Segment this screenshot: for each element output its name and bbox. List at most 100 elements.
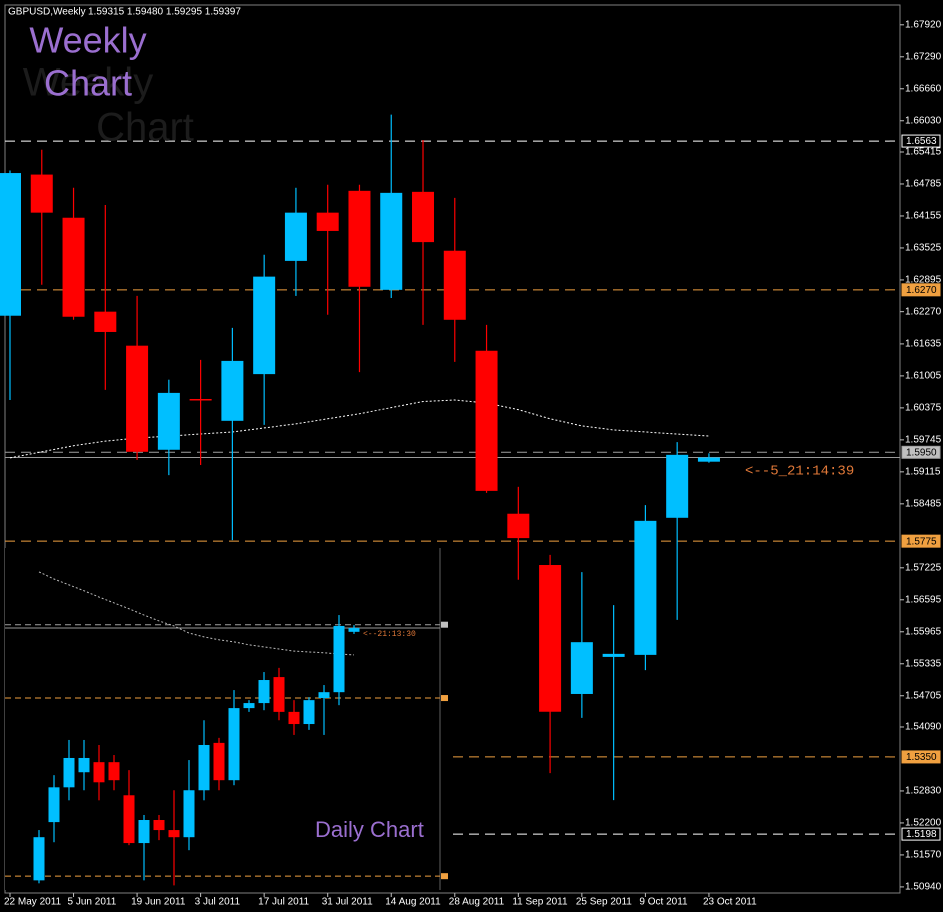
candle-body xyxy=(48,787,60,823)
y-tick-label: 1.61635 xyxy=(905,339,942,350)
watermark: Weekly xyxy=(23,61,153,105)
ohlc-text: 1.59315 1.59480 1.59295 1.59397 xyxy=(88,7,241,18)
candle-body xyxy=(228,708,240,781)
level-label: 1.5350 xyxy=(906,752,937,763)
inset-background xyxy=(5,548,448,890)
candle-body xyxy=(63,757,75,788)
candle-body xyxy=(108,762,120,781)
candle-body xyxy=(93,762,105,783)
y-tick-label: 1.61005 xyxy=(905,371,942,382)
weekly-marks xyxy=(0,24,904,888)
y-tick-label: 1.52830 xyxy=(905,786,942,797)
candle-body xyxy=(213,742,225,781)
candle-body xyxy=(157,392,180,450)
level-label-box xyxy=(901,445,941,459)
y-tick-label: 1.59115 xyxy=(905,466,941,477)
chart-label: Chart xyxy=(44,63,132,104)
candle-body xyxy=(153,820,165,831)
inset-marks xyxy=(5,571,448,886)
candle-body xyxy=(253,276,276,375)
candle-body xyxy=(183,790,195,838)
level-label-box xyxy=(901,534,941,548)
candle-body xyxy=(78,757,90,773)
y-tick-label: 1.54090 xyxy=(905,722,942,733)
y-tick-label: 1.51570 xyxy=(905,850,942,861)
x-tick-label: 5 Jun 2011 xyxy=(68,897,117,908)
candle-body xyxy=(348,628,360,632)
candle-body xyxy=(123,795,135,844)
plot-frame xyxy=(4,4,901,894)
y-tick-label: 1.56595 xyxy=(905,594,942,605)
candle-body xyxy=(273,677,285,712)
watermark: Chart xyxy=(96,106,194,150)
candle-body xyxy=(126,345,149,452)
candle-body xyxy=(33,837,45,881)
y-tick-label: 1.57225 xyxy=(905,562,942,573)
level-label: 1.5198 xyxy=(906,829,937,840)
candle-body xyxy=(189,398,212,401)
candle-body xyxy=(333,625,345,693)
level-label: 1.6563 xyxy=(906,136,937,147)
level-label: 1.5775 xyxy=(906,536,937,547)
x-tick-label: 9 Oct 2011 xyxy=(639,897,688,908)
candle-body xyxy=(288,711,300,725)
candle-body xyxy=(507,513,530,539)
candle-body xyxy=(412,191,435,243)
y-tick-label: 1.62270 xyxy=(905,306,942,317)
candle-body xyxy=(198,744,210,791)
x-tick-label: 14 Aug 2011 xyxy=(385,897,441,908)
candle-body xyxy=(138,820,150,844)
candle-body xyxy=(539,565,562,712)
y-tick-label: 1.58485 xyxy=(905,498,942,509)
y-tick-label: 1.67920 xyxy=(905,19,942,30)
x-tick-label: 19 Jun 2011 xyxy=(131,897,186,908)
x-tick-label: 22 May 2011 xyxy=(4,897,62,908)
moving-average xyxy=(38,571,355,656)
y-tick-label: 1.60375 xyxy=(905,403,942,414)
candle-body xyxy=(697,457,720,462)
y-tick-label: 1.64785 xyxy=(905,179,942,190)
level-label-box xyxy=(901,827,941,841)
y-tick-label: 1.59745 xyxy=(905,435,942,446)
y-tick-label: 1.52200 xyxy=(905,818,942,829)
candle-body xyxy=(284,212,307,261)
weekly-chart: Weekly Chart GBPUSD,Weekly 1.59315 1.594… xyxy=(0,7,904,888)
level-label-box xyxy=(901,283,941,297)
y-tick-label: 1.63525 xyxy=(905,243,942,254)
level-label-box xyxy=(441,873,448,880)
timer: <--21:13:30 xyxy=(363,630,416,639)
x-tick-label: 23 Oct 2011 xyxy=(703,897,757,908)
y-tick-label: 1.62895 xyxy=(905,275,942,286)
y-tick-label: 1.66660 xyxy=(905,83,942,94)
level-label: 1.5950 xyxy=(906,447,937,458)
candle-body xyxy=(168,830,180,838)
candle-body xyxy=(634,520,657,655)
candle-body xyxy=(62,217,85,317)
y-tick-label: 1.55335 xyxy=(905,658,942,669)
candle-body xyxy=(258,680,270,704)
y-tick-label: 1.50940 xyxy=(905,882,942,893)
candle-body xyxy=(94,311,117,332)
candle-body xyxy=(443,250,466,320)
chart-label: Daily Chart xyxy=(315,817,424,842)
candle-body xyxy=(348,190,371,287)
candle-body xyxy=(30,174,53,213)
x-tick-label: 3 Jul 2011 xyxy=(195,897,241,908)
y-tick-label: 1.54705 xyxy=(905,690,942,701)
x-tick-label: 25 Sep 2011 xyxy=(576,897,632,908)
candle-body xyxy=(570,642,593,694)
level-label-box xyxy=(441,621,448,628)
level-label-box xyxy=(901,134,941,148)
timer: <--5_21:14:39 xyxy=(745,464,854,480)
candle-body xyxy=(666,454,689,518)
candle-body xyxy=(243,703,255,709)
x-tick-label: 31 Jul 2011 xyxy=(322,897,373,908)
x-tick-label: 28 Aug 2011 xyxy=(449,897,505,908)
moving-average xyxy=(9,399,709,459)
level-label-box xyxy=(441,695,448,702)
level-label-box xyxy=(901,750,941,764)
y-tick-label: 1.55965 xyxy=(905,626,942,637)
chart-label: Weekly xyxy=(29,20,146,61)
